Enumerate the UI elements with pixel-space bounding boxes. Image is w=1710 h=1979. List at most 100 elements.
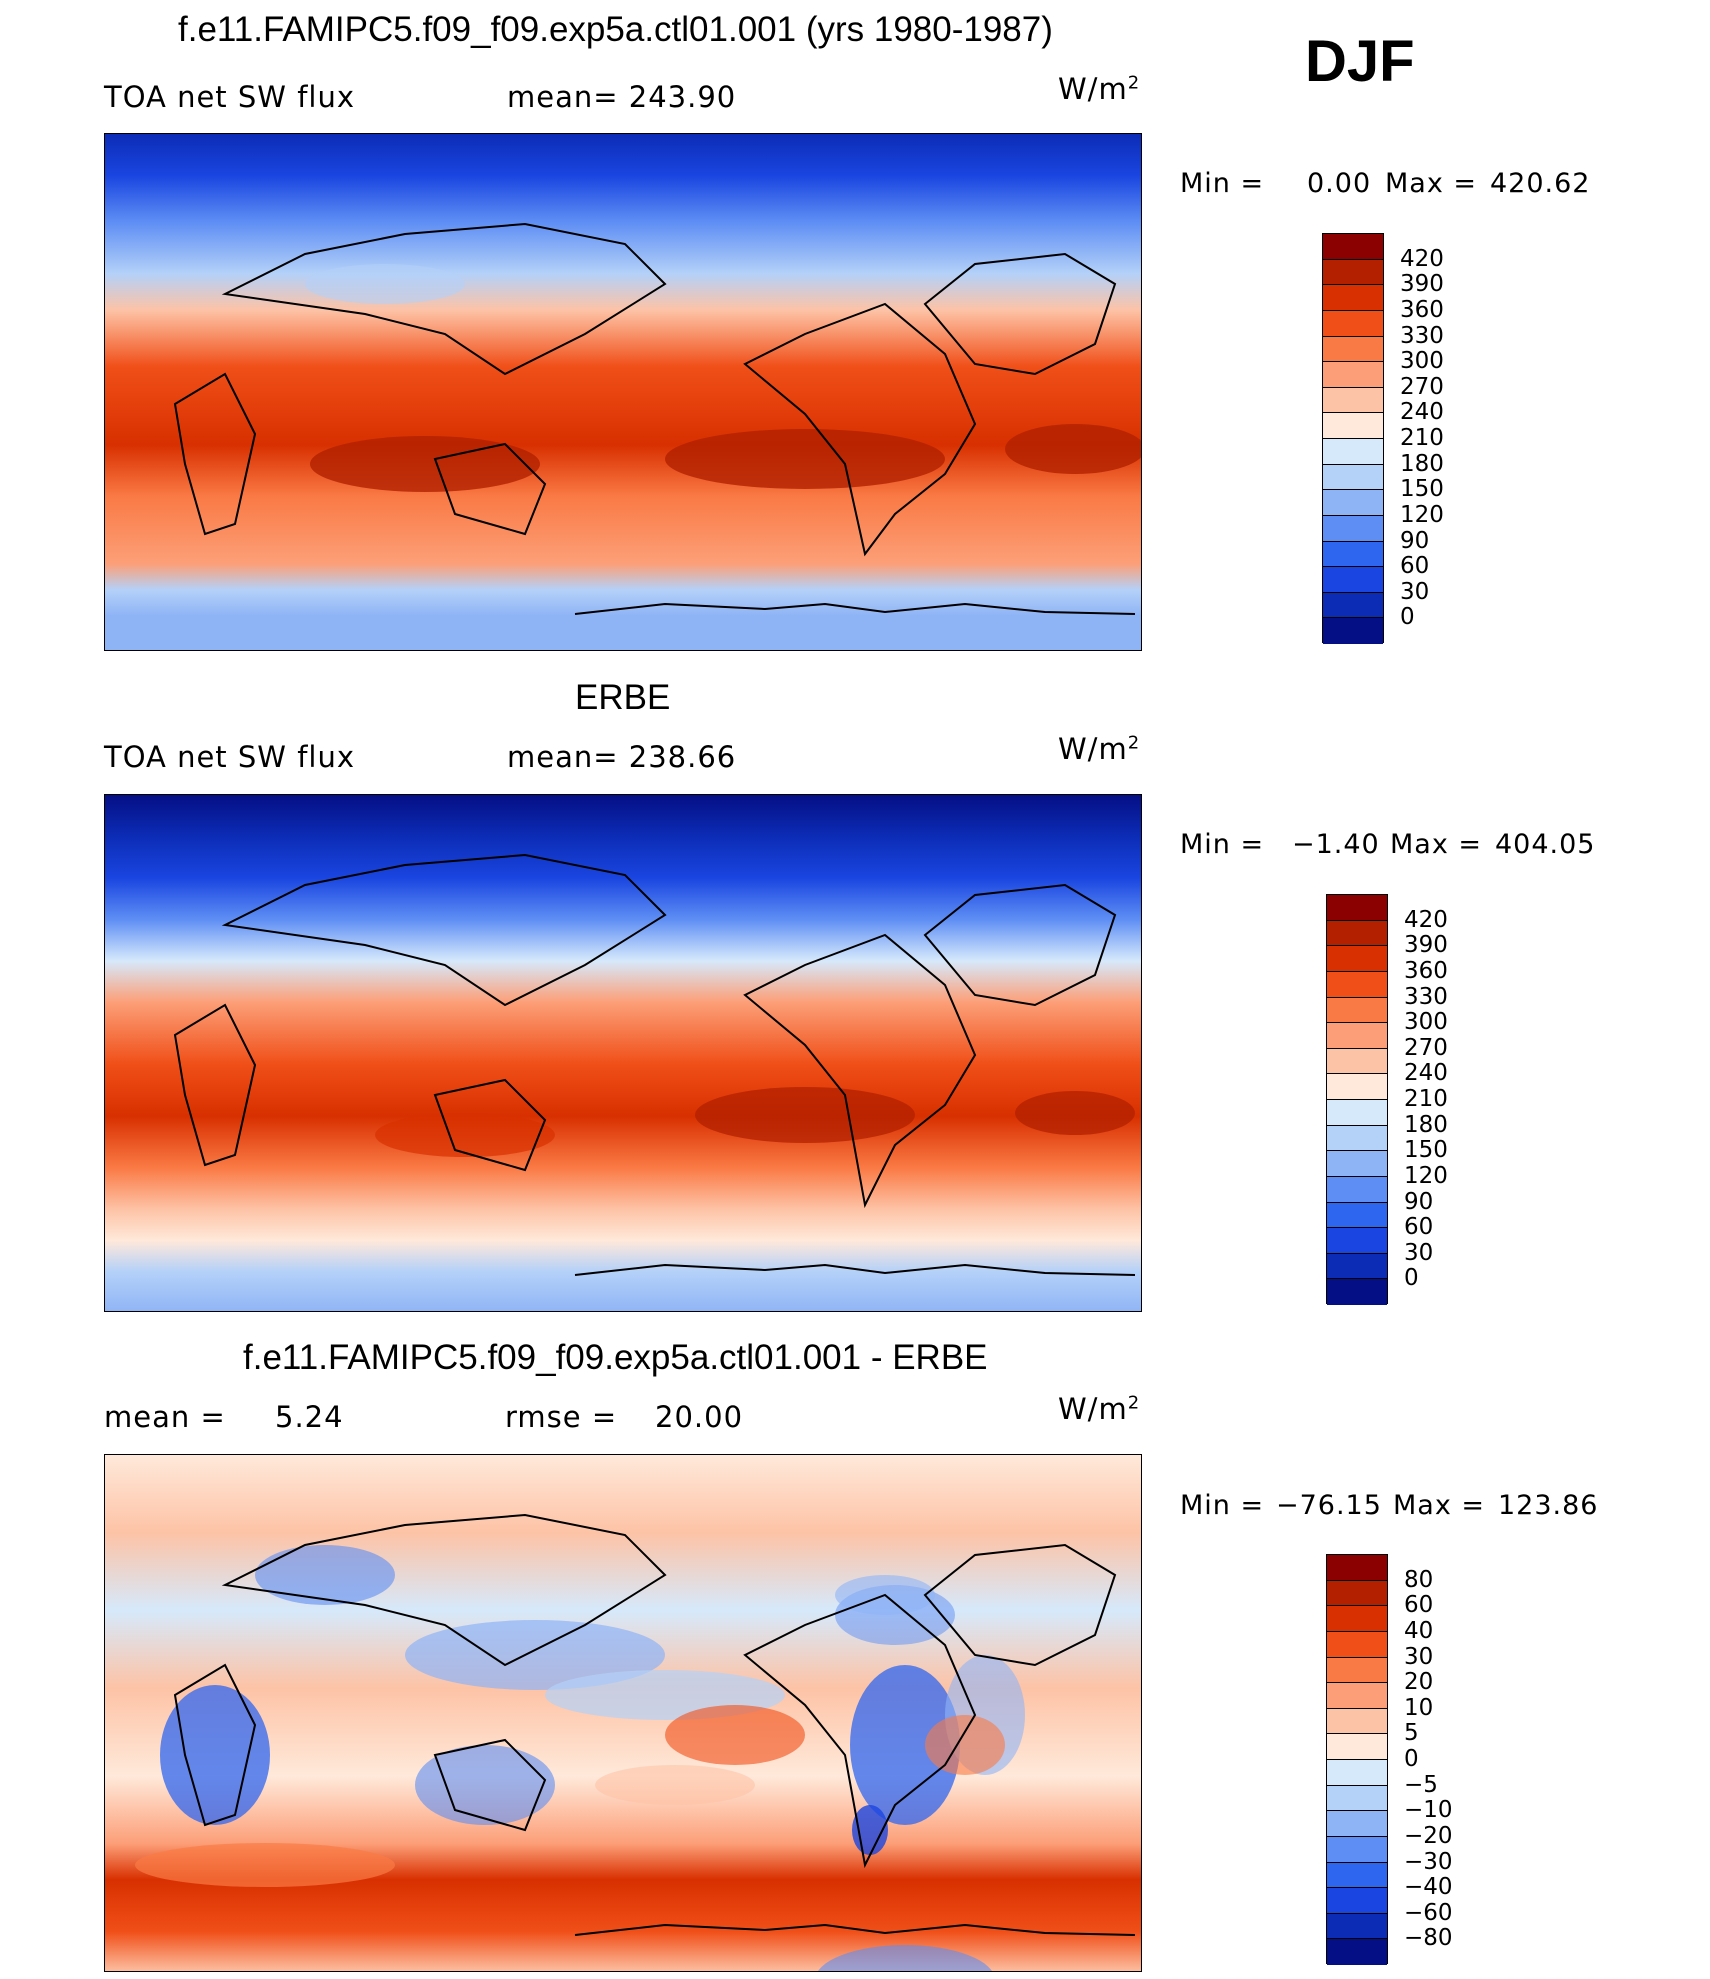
colorbar-tick-label: 180 [1400,450,1444,477]
colorbar-segment [1327,1606,1387,1632]
colorbar-tick-label: 210 [1400,425,1444,451]
colorbar-tick-label: −20 [1404,1822,1453,1849]
panel1-field [105,134,1141,650]
colorbar-segment [1323,413,1383,439]
colorbar-segment [1323,310,1383,337]
colorbar-tick-label: 240 [1400,399,1444,426]
colorbar-segment [1327,1555,1387,1581]
panel1-max-value: 420.62 [1490,168,1591,199]
panel2-field [105,795,1141,1311]
panel1-variable: TOA net SW flux [104,80,356,114]
colorbar-tick-label: 60 [1404,1592,1434,1619]
panel1-units: W/m2 [1058,72,1141,106]
colorbar-segment [1323,618,1383,644]
colorbar-tick-label: 360 [1400,296,1444,323]
colorbar-segment [1323,541,1383,568]
panel3-mean-label: mean = [104,1400,226,1434]
colorbar-tick-label: 60 [1404,1214,1434,1241]
colorbar-tick-label: 30 [1400,578,1430,605]
panel2-mean: mean= 238.66 [507,740,737,774]
colorbar-segment [1327,1657,1387,1684]
panel2-variable: TOA net SW flux [104,740,356,774]
colorbar-tick-label: −5 [1404,1771,1438,1798]
panel2-min-value: −1.40 [1292,829,1380,860]
colorbar-tick-label: 5 [1404,1720,1419,1747]
colorbar-segment [1327,920,1387,947]
colorbar-segment [1323,515,1383,542]
colorbar-tick-label: 330 [1404,983,1448,1010]
colorbar-segment [1327,1811,1387,1837]
colorbar-segment [1327,1125,1387,1152]
colorbar-segment [1323,592,1383,619]
colorbar-segment [1323,259,1383,286]
colorbar-tick-label: 0 [1404,1746,1419,1772]
colorbar-segment [1327,1683,1387,1709]
colorbar-segment [1323,567,1383,593]
panel2-title: ERBE [575,678,671,717]
colorbar-segment [1327,1913,1387,1940]
colorbar-tick-label: −30 [1404,1848,1453,1875]
panel3-mean-value: 5.24 [275,1400,344,1434]
panel3-max-value: 123.86 [1498,1490,1599,1521]
colorbar-segment [1327,1734,1387,1760]
colorbar-segment [1327,1228,1387,1254]
panel1-map [104,133,1142,651]
colorbar-segment [1327,1760,1387,1786]
colorbar-tick-label: 150 [1404,1137,1448,1164]
colorbar-tick-label: 420 [1400,245,1444,272]
colorbar-segment [1327,1708,1387,1735]
colorbar-segment [1323,439,1383,465]
colorbar-segment [1323,362,1383,388]
panel2-map [104,794,1142,1312]
colorbar-segment [1327,1785,1387,1812]
panel3-min-label: Min = [1180,1490,1265,1521]
panel2-min-label: Min = [1180,829,1265,860]
colorbar-tick-label: −60 [1404,1899,1453,1926]
panel1-max-label: Max = [1385,168,1478,199]
colorbar-segment [1327,1023,1387,1049]
colorbar-segment [1327,895,1387,921]
colorbar-segment [1323,234,1383,260]
colorbar-segment [1327,1151,1387,1177]
colorbar-tick-label: 90 [1400,527,1430,554]
colorbar-segment [1323,387,1383,414]
colorbar-tick-label: 330 [1400,322,1444,349]
colorbar-tick-label: 240 [1404,1060,1448,1087]
colorbar-tick-label: 210 [1404,1086,1448,1112]
colorbar-tick-label: 270 [1400,373,1444,400]
colorbar-tick-label: 360 [1404,957,1448,984]
colorbar-segment [1327,1048,1387,1075]
colorbar-tick-label: 300 [1400,348,1444,375]
panel1-min-value: 0.00 [1307,168,1372,199]
panel3-title: f.e11.FAMIPC5.f09_f09.exp5a.ctl01.001 - … [243,1338,988,1377]
colorbar-tick-label: −40 [1404,1874,1453,1901]
panel2-max-value: 404.05 [1495,829,1596,860]
colorbar-tick-label: 120 [1400,501,1444,528]
colorbar-segment [1327,1279,1387,1305]
colorbar-tick-label: 0 [1400,604,1415,631]
colorbar-segment [1327,1074,1387,1100]
colorbar-segment [1327,1202,1387,1229]
panel3-min-value: −76.15 [1276,1490,1382,1521]
colorbar-segment [1327,997,1387,1024]
colorbar-segment [1323,464,1383,491]
panel3-colorbar [1326,1554,1388,1965]
colorbar-segment [1327,1836,1387,1863]
panel3-map [104,1454,1142,1972]
colorbar-tick-label: 180 [1404,1111,1448,1138]
panel3-max-label: Max = [1393,1490,1486,1521]
colorbar-segment [1327,1100,1387,1126]
colorbar-tick-label: 390 [1404,932,1448,959]
colorbar-segment [1323,490,1383,516]
colorbar-tick-label: 300 [1404,1009,1448,1036]
panel1-title: f.e11.FAMIPC5.f09_f09.exp5a.ctl01.001 (y… [178,10,1053,49]
colorbar-tick-label: 30 [1404,1239,1434,1266]
colorbar-tick-label: 40 [1404,1617,1434,1644]
colorbar-tick-label: 30 [1404,1643,1434,1670]
colorbar-tick-label: −80 [1404,1925,1453,1952]
colorbar-segment [1327,946,1387,972]
panel2-colorbar [1326,894,1388,1305]
colorbar-tick-label: 20 [1404,1669,1434,1696]
colorbar-segment [1327,971,1387,998]
panel1-min-label: Min = [1180,168,1265,199]
